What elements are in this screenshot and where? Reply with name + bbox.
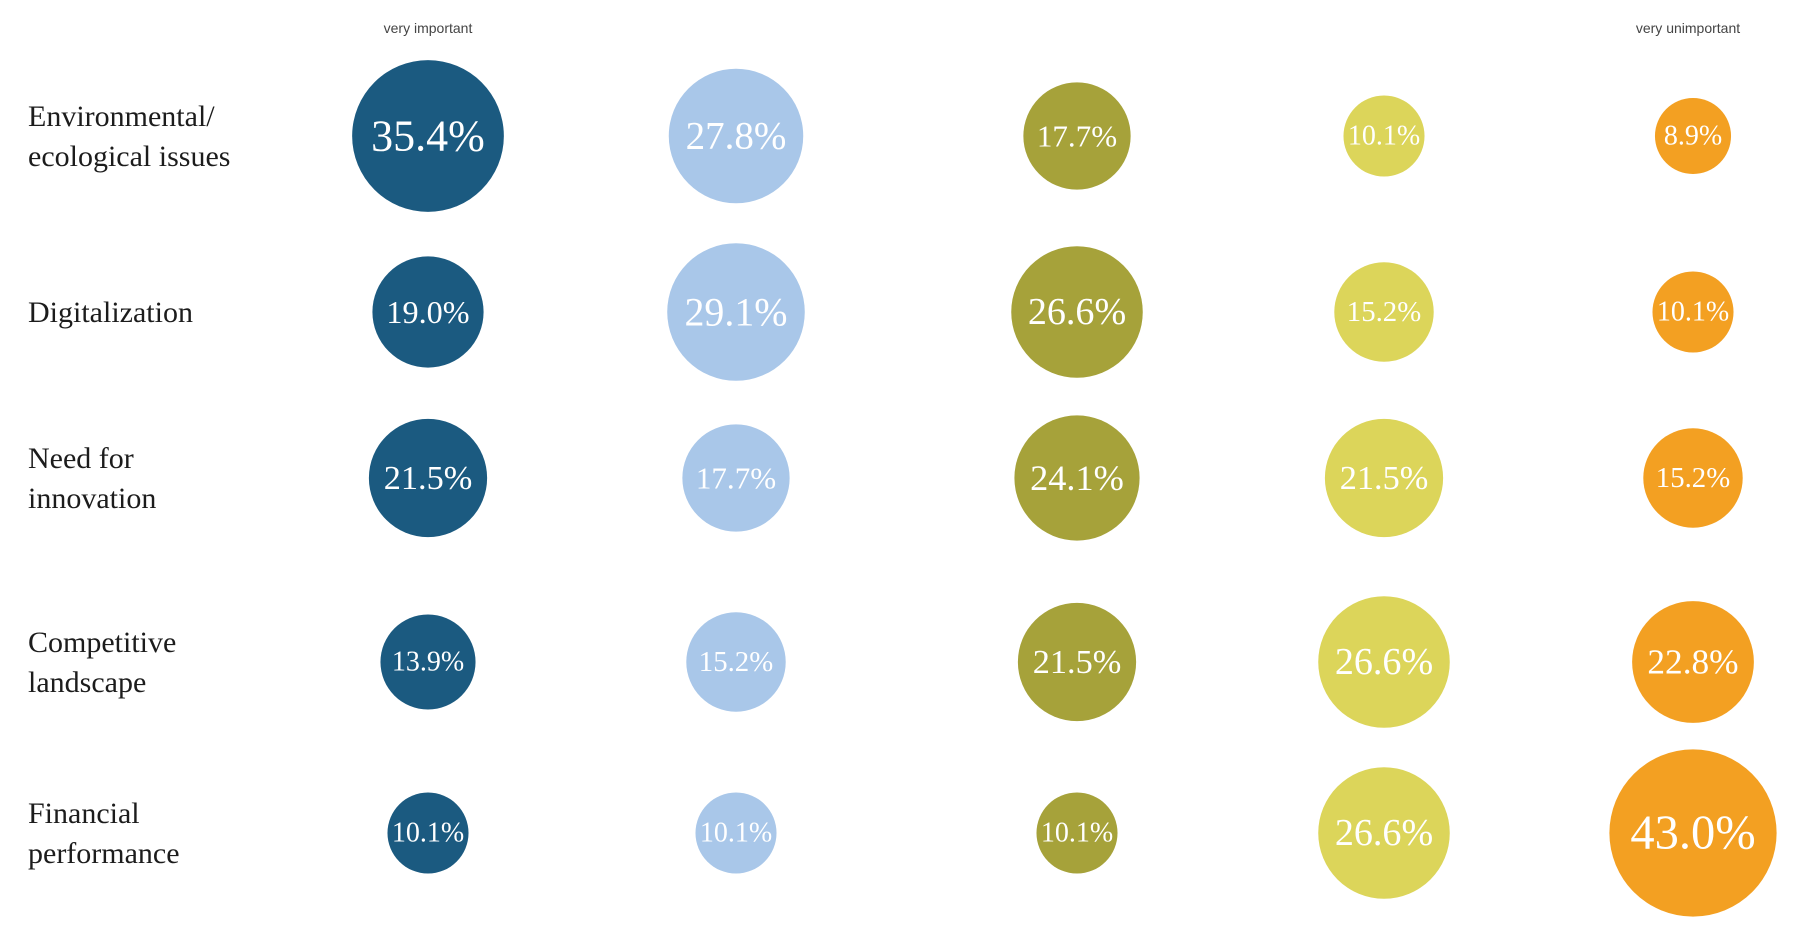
bubble-value-label: 17.7% bbox=[1037, 119, 1117, 154]
bubble-value-label: 26.6% bbox=[1335, 812, 1433, 854]
row-label-line: Digitalization bbox=[28, 296, 193, 329]
bubble bbox=[387, 792, 469, 874]
bubble bbox=[1324, 418, 1444, 538]
row-label: Digitalization bbox=[28, 296, 193, 329]
bubble-value-label: 10.1% bbox=[392, 818, 464, 849]
bubble bbox=[368, 418, 488, 538]
bubble-value-label: 15.2% bbox=[1656, 462, 1730, 494]
row-label: Competitive landscape bbox=[28, 626, 176, 699]
bubble-value-label: 8.9% bbox=[1664, 121, 1722, 152]
bubble bbox=[682, 424, 790, 532]
row-label-line: Need for bbox=[28, 442, 134, 475]
bubble-value-label: 29.1% bbox=[684, 290, 787, 335]
bubble bbox=[1609, 749, 1777, 917]
bubble-value-label: 21.5% bbox=[1340, 459, 1429, 497]
row-label-line: performance bbox=[28, 837, 180, 870]
row-label-line: landscape bbox=[28, 666, 146, 699]
bubble-value-label: 21.5% bbox=[384, 459, 473, 497]
bubble bbox=[1036, 792, 1118, 874]
bubble bbox=[1023, 82, 1131, 190]
row-label-line: Financial bbox=[28, 797, 140, 830]
bubble bbox=[372, 256, 484, 368]
row-label: Need for innovation bbox=[28, 442, 156, 515]
bubble-value-label: 10.1% bbox=[1657, 297, 1729, 328]
bubble bbox=[686, 612, 786, 712]
bubble-value-label: 15.2% bbox=[699, 646, 773, 678]
bubble bbox=[1014, 415, 1140, 541]
bubble-value-label: 21.5% bbox=[1033, 643, 1122, 681]
bubble-value-label: 26.6% bbox=[1335, 641, 1433, 683]
bubble-value-label: 35.4% bbox=[371, 112, 485, 161]
bubble bbox=[1017, 602, 1137, 722]
bubble bbox=[1334, 262, 1434, 362]
bubble-value-label: 15.2% bbox=[1347, 296, 1421, 328]
bubble bbox=[1643, 428, 1743, 528]
bubble bbox=[695, 792, 777, 874]
bubble bbox=[1654, 97, 1732, 175]
bubble bbox=[1632, 601, 1754, 723]
bubble-value-label: 13.9% bbox=[392, 647, 464, 678]
row-label: Financial performance bbox=[28, 797, 180, 870]
bubble-value-label: 24.1% bbox=[1030, 458, 1124, 498]
bubble bbox=[380, 614, 476, 710]
bubble bbox=[667, 243, 805, 381]
bubble-value-label: 10.1% bbox=[1041, 818, 1113, 849]
bubble-value-label: 19.0% bbox=[386, 294, 469, 330]
bubble bbox=[1652, 271, 1734, 353]
bubble bbox=[668, 68, 804, 204]
bubble-value-label: 10.1% bbox=[1348, 121, 1420, 152]
row-label: Environmental/ecological issues bbox=[28, 100, 230, 173]
scale-label-right: very unimportant bbox=[1636, 20, 1740, 36]
bubble bbox=[1318, 767, 1450, 899]
bubble-value-label: 27.8% bbox=[686, 115, 787, 158]
bubble bbox=[1011, 246, 1143, 378]
bubble bbox=[1343, 95, 1425, 177]
bubble-value-label: 17.7% bbox=[696, 461, 776, 496]
bubble-value-label: 22.8% bbox=[1647, 643, 1738, 682]
rows-group: Environmental/ecological issues 35.4% 27.8… bbox=[28, 60, 1777, 917]
row-label-line: innovation bbox=[28, 482, 156, 515]
bubble-value-label: 10.1% bbox=[700, 818, 772, 849]
bubble-value-label: 43.0% bbox=[1630, 807, 1755, 860]
bubble bbox=[1318, 596, 1450, 728]
bubble-value-label: 26.6% bbox=[1028, 291, 1126, 333]
row-label-line: Environmental/ bbox=[28, 100, 215, 133]
bubble bbox=[352, 60, 504, 212]
row-label-line: ecological issues bbox=[28, 140, 230, 173]
scale-label-left: very important bbox=[384, 20, 473, 36]
row-label-line: Competitive bbox=[28, 626, 176, 659]
